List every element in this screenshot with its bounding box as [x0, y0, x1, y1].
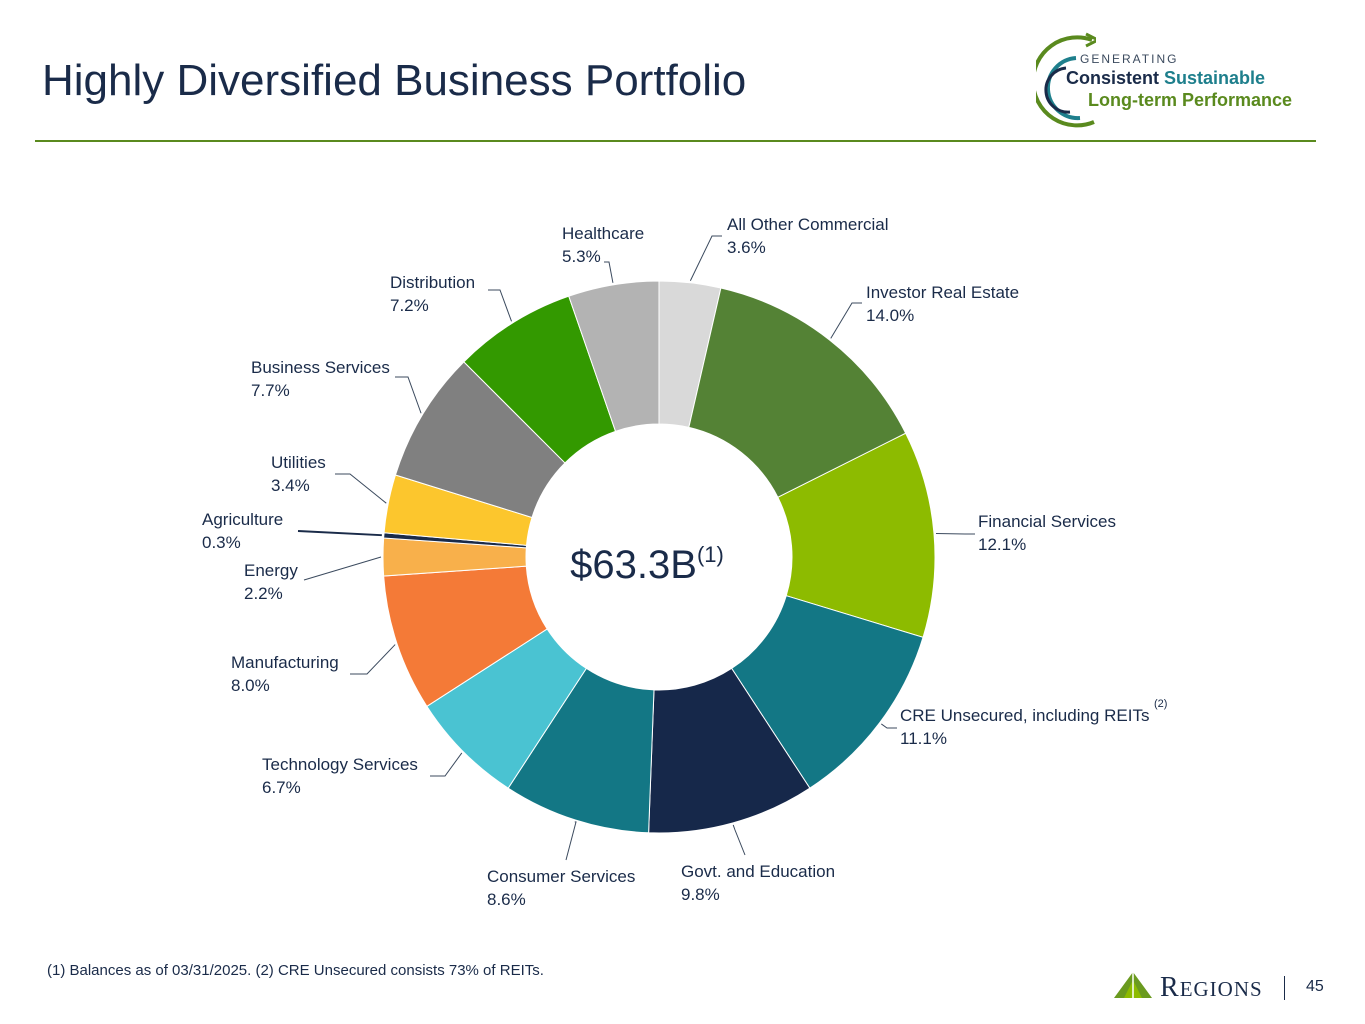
slice-investor-real-estate — [688, 287, 907, 499]
slice-label-superscript: (2) — [1154, 698, 1167, 710]
slice-label: Technology Services — [262, 755, 418, 774]
center-total-label: $63.3B(1) — [570, 542, 724, 587]
slice-value: 3.4% — [271, 476, 310, 495]
slice-value: 7.7% — [251, 381, 290, 400]
leader-line — [935, 532, 975, 535]
slice-label: Healthcare — [562, 224, 644, 243]
logo-consistent: Consistent — [1066, 68, 1160, 88]
logo-generating-text: GENERATING — [1080, 52, 1179, 66]
leader-line — [565, 821, 577, 861]
slice-label: Energy — [244, 561, 298, 580]
generating-logo: GENERATING Consistent Sustainable Long-t… — [1036, 28, 1326, 132]
slice-value: 14.0% — [866, 306, 914, 325]
regions-wordmark: REGIONS — [1160, 972, 1263, 1003]
slice-value: 8.0% — [231, 676, 270, 695]
circular-arrow-icon — [1036, 32, 1096, 128]
leader-line — [395, 376, 422, 414]
leader-lines — [297, 235, 975, 861]
page-number: 45 — [1306, 978, 1324, 995]
slice-value: 11.1% — [900, 729, 947, 748]
slice-value: 2.2% — [244, 584, 283, 603]
logo-tagline-line1: Consistent Sustainable — [1066, 68, 1265, 89]
slice-value: 7.2% — [390, 296, 429, 315]
regions-triangle-icon — [1114, 972, 1152, 998]
slice-label: Distribution — [390, 273, 475, 292]
slice-value: 5.3% — [562, 247, 601, 266]
slice-label: CRE Unsecured, including REITs — [900, 706, 1149, 725]
slice-label: All Other Commercial — [727, 215, 889, 234]
slice-value: 12.1% — [978, 535, 1026, 554]
footer-divider — [1284, 976, 1285, 1000]
slice-label: Agriculture — [202, 510, 283, 529]
slice-value: 3.6% — [727, 238, 766, 257]
leader-line — [350, 644, 396, 675]
leader-line — [303, 556, 382, 581]
slice-label: Consumer Services — [487, 867, 635, 886]
slice-label: Investor Real Estate — [866, 283, 1019, 302]
slice-label: Business Services — [251, 358, 390, 377]
leader-line — [830, 302, 862, 339]
slice-label: Utilities — [271, 453, 326, 472]
leader-line — [430, 752, 463, 777]
slice-label: Financial Services — [978, 512, 1116, 531]
logo-sustainable: Sustainable — [1164, 68, 1266, 88]
page-title: Highly Diversified Business Portfolio — [42, 56, 747, 105]
leader-line — [335, 473, 387, 504]
slice-value: 0.3% — [202, 533, 241, 552]
footnote: (1) Balances as of 03/31/2025. (2) CRE U… — [47, 962, 544, 979]
slice-financial-services — [777, 432, 936, 638]
slice-value: 9.8% — [681, 885, 720, 904]
slice-value: 8.6% — [487, 890, 526, 909]
donut-slices — [382, 280, 936, 834]
leader-line — [604, 261, 614, 283]
leader-line — [297, 530, 382, 537]
center-total-value: $63.3B — [570, 543, 697, 587]
title-divider — [35, 140, 1316, 142]
slice-label: Manufacturing — [231, 653, 339, 672]
center-total-superscript: (1) — [697, 542, 724, 567]
slice-value: 6.7% — [262, 778, 301, 797]
leader-line — [689, 235, 722, 281]
leader-line — [488, 289, 512, 322]
slice-healthcare — [568, 280, 660, 432]
slice-label: Govt. and Education — [681, 862, 835, 881]
leader-line — [881, 723, 897, 729]
slice-labels: All Other Commercial 3.6% Investor Real Es… — [202, 215, 1167, 909]
leader-line — [732, 824, 746, 856]
logo-tagline-line2: Long-term Performance — [1088, 90, 1293, 110]
